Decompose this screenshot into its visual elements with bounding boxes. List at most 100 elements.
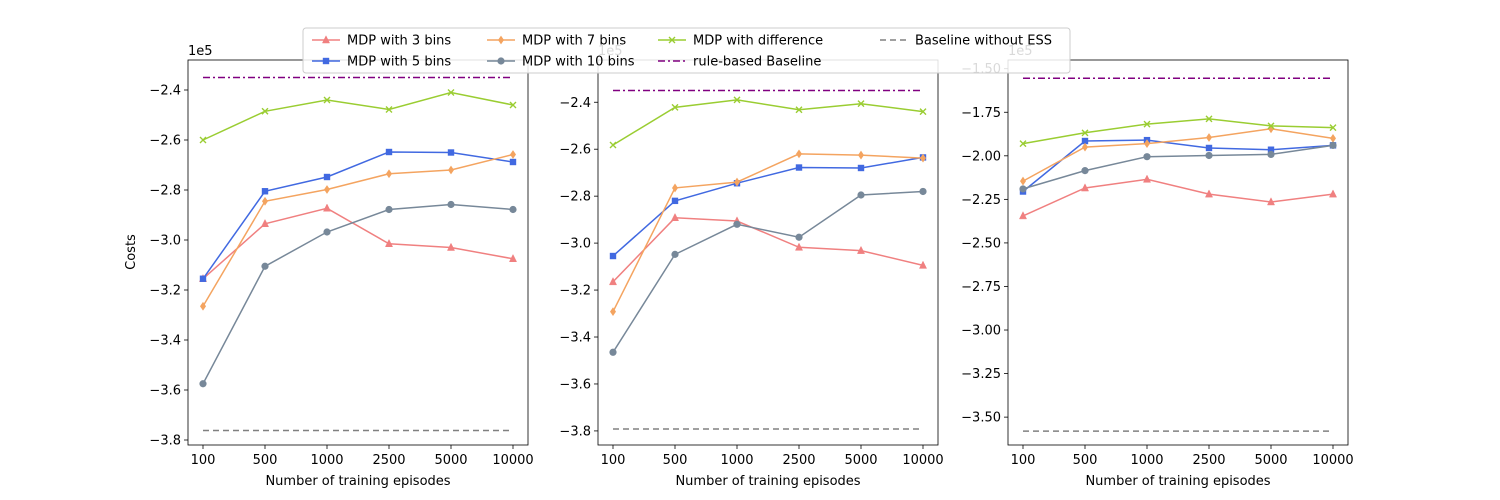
panel-1-series-5-point-3 <box>323 96 331 104</box>
panel-1-xtick-label-2: 500 <box>253 453 278 468</box>
panel-3-series-5-point-1 <box>1019 140 1027 148</box>
panel-1-series-3-point-2 <box>262 196 268 206</box>
panel-3-ytick-label-7: −2.00 <box>961 149 1001 164</box>
panel-2-series-4-point-3 <box>733 220 741 228</box>
panel-1-series-1-point-2 <box>260 218 270 227</box>
panel-3-ytick-label-2: −3.25 <box>961 367 1001 382</box>
panel-2-series-line-2 <box>612 156 924 257</box>
panel-2-xtick-label-1: 100 <box>601 453 626 468</box>
panel-1-xlabel: Number of training episodes <box>265 474 450 489</box>
panel-2-ytick-label-3: −3.4 <box>559 331 591 346</box>
panel-3-series-5-point-4 <box>1205 115 1213 123</box>
panel-2-ytick-label-6: −2.8 <box>559 190 591 205</box>
panel-1-series-5-point-4 <box>385 106 393 113</box>
panel-1-ytick-label-4: −3.2 <box>149 284 181 299</box>
panel-1-offset-label: 1e5 <box>188 44 213 59</box>
panel-2-series-4-point-2 <box>671 250 679 258</box>
panel-2-series-1-point-5 <box>856 245 866 254</box>
panel-3-series-5-point-5 <box>1267 122 1275 130</box>
legend-marker-2 <box>322 57 330 65</box>
panel-1-series-4-point-3 <box>323 228 331 236</box>
legend-entry-5: MDP with difference <box>693 34 823 49</box>
panel-1-series-5-point-6 <box>509 101 517 109</box>
panel-1-series-4-point-6 <box>509 205 517 214</box>
panel-2-ytick-label-2: −3.6 <box>559 377 591 392</box>
panel-1-xtick-label-3: 1000 <box>310 453 343 468</box>
panel-2-series-line-5 <box>612 99 924 146</box>
panel-1-series-3-point-6 <box>510 150 516 159</box>
panel-1-series-5-point-5 <box>447 89 455 96</box>
panel-1-ytick-label-8: −2.4 <box>149 84 181 99</box>
panel-1-series-2-point-4 <box>385 148 393 156</box>
panel-2-ytick-label-5: −3.0 <box>559 237 591 252</box>
panel-2-series-5-point-2 <box>671 103 679 111</box>
panel-2-series-2-point-5 <box>857 164 865 172</box>
legend-marker-4 <box>497 57 505 65</box>
panel-1-series-line-1 <box>202 207 514 280</box>
panel-1-series-line-5 <box>202 91 514 141</box>
panel-2-series-1-point-2 <box>670 212 680 222</box>
legend-marker-5 <box>668 36 676 44</box>
panel-3-series-4-point-2 <box>1081 167 1089 175</box>
panel-3-series-4-point-6 <box>1329 141 1337 149</box>
panel-3-series-line-2 <box>1022 139 1334 193</box>
panel-1-series-1-point-3 <box>322 203 332 212</box>
panel-2-series-1-point-6 <box>918 260 928 269</box>
panel-3-xtick-label-5: 5000 <box>1254 453 1287 468</box>
panel-3-xtick-label-1: 100 <box>1011 453 1036 468</box>
panel-1-ytick-label-5: −3.0 <box>149 234 181 249</box>
panel-1-ytick-label-2: −3.6 <box>149 384 181 399</box>
panel-3-series-3-point-3 <box>1144 139 1150 149</box>
legend-entry-3: MDP with 7 bins <box>522 34 626 49</box>
panel-2-xlabel: Number of training episodes <box>675 474 860 489</box>
panel-2-frame <box>597 59 939 446</box>
panel-3-series-2-point-2 <box>1081 137 1089 145</box>
panel-1-series-1-point-6 <box>508 253 518 262</box>
panel-3-frame <box>1007 59 1349 446</box>
panel-3-xtick-label-6: 10000 <box>1312 453 1353 468</box>
legend-entry-6: rule-based Baseline <box>693 55 821 70</box>
panel-3-series-4-point-5 <box>1267 150 1275 159</box>
panel-1-series-3-point-1 <box>200 301 206 311</box>
panel-2-series-3-point-6 <box>920 153 926 163</box>
panel-3-series-3-point-4 <box>1206 133 1212 142</box>
panel-2-series-line-1 <box>612 217 924 283</box>
legend-entry-7: Baseline without ESS <box>915 34 1052 49</box>
panel-2-series-5-point-3 <box>733 96 741 104</box>
panel-3-ytick-label-8: −1.75 <box>961 106 1001 121</box>
panel-3-ytick-label-5: −2.50 <box>961 236 1001 251</box>
panel-1-xtick-label-5: 5000 <box>434 453 467 468</box>
panel-3-ytick-label-3: −3.00 <box>961 324 1001 339</box>
panel-2-series-line-4 <box>612 190 924 353</box>
panel-2-series-2-point-1 <box>609 252 617 260</box>
panel-1-xtick-label-4: 2500 <box>372 453 405 468</box>
panel-2-series-4-point-6 <box>919 187 927 196</box>
panel-3-series-5-point-2 <box>1081 129 1089 137</box>
panel-1-series-1-point-5 <box>446 242 456 251</box>
legend-marker-3 <box>498 35 504 45</box>
panel-2-series-line-3 <box>612 153 924 313</box>
panel-3-series-3-point-2 <box>1082 142 1088 152</box>
panel-3-xtick-label-4: 2500 <box>1192 453 1225 468</box>
panel-1-ytick-label-3: −3.4 <box>149 334 181 349</box>
panel-3-series-3-point-6 <box>1330 133 1336 143</box>
panel-1-ytick-label-7: −2.6 <box>149 134 181 149</box>
panel-2-xtick-label-3: 1000 <box>720 453 753 468</box>
panel-2-ytick-label-1: −3.8 <box>559 424 591 439</box>
panel-1-ytick-label-6: −2.8 <box>149 184 181 199</box>
panel-3-series-line-4 <box>1022 144 1334 190</box>
panel-2-series-2-point-4 <box>795 164 803 171</box>
legend-entry-4: MDP with 10 bins <box>522 55 635 70</box>
panel-3-xtick-label-2: 500 <box>1073 453 1098 468</box>
panel-2-series-3-point-3 <box>734 177 740 187</box>
panel-3-series-2-point-5 <box>1267 146 1275 153</box>
panel-1-series-3-point-3 <box>324 185 330 194</box>
panel-1-series-line-4 <box>202 203 514 385</box>
panel-3-series-line-1 <box>1022 178 1334 217</box>
panel-3-series-1-point-3 <box>1142 174 1152 183</box>
panel-2-series-3-point-4 <box>796 149 802 159</box>
panel-2-series-1-point-4 <box>794 242 804 251</box>
panel-2-xtick-label-4: 2500 <box>782 453 815 468</box>
panel-1-series-2-point-5 <box>447 149 455 156</box>
panel-2-series-3-point-5 <box>858 150 864 160</box>
